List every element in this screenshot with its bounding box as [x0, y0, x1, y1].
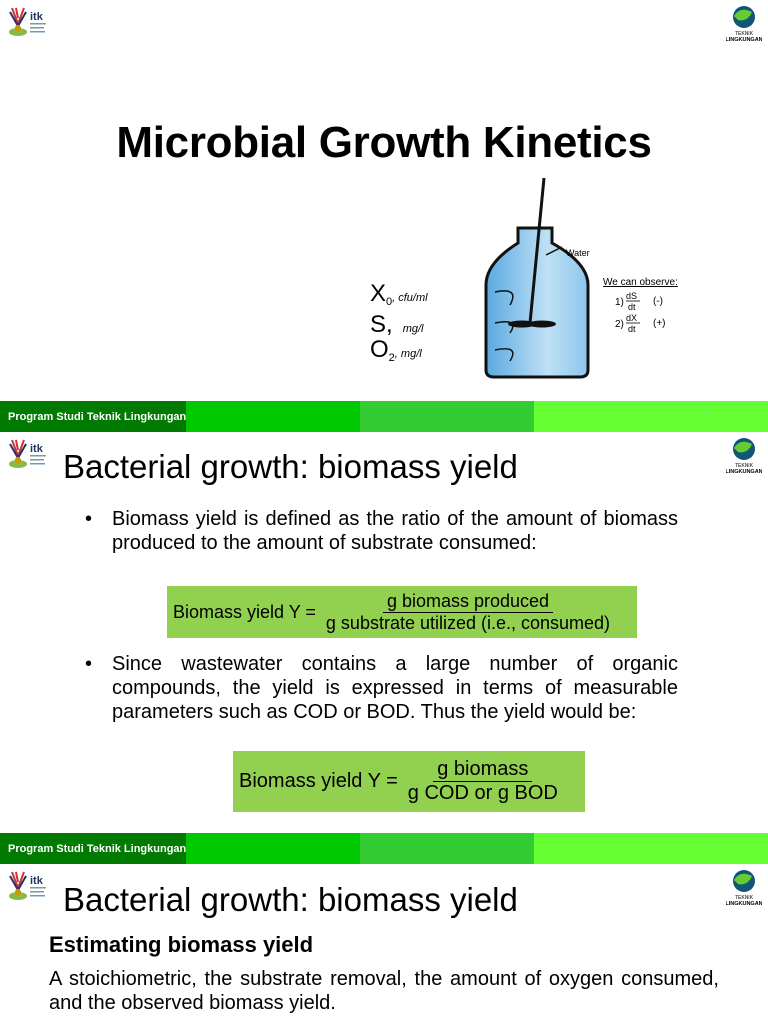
section-heading: Estimating biomass yield: [49, 932, 314, 957]
bullet-1: • Biomass yield is defined as the ratio o…: [85, 508, 678, 554]
footer-program-name: Program Studi Teknik Lingkungan: [0, 401, 187, 432]
equation-2: Biomass yield Y = g biomass g COD or g BO…: [233, 751, 585, 812]
slide-title: Bacterial growth: biomass yield: [63, 448, 518, 485]
equation-1: Biomass yield Y = g biomass produced g su…: [167, 586, 637, 638]
body-text: A stoichiometric, the substrate removal,…: [49, 968, 719, 1014]
observe-title: We can observe:: [603, 277, 678, 288]
svg-text:(+): (+): [653, 318, 666, 329]
o2-label: O2, mg/l: [370, 336, 422, 364]
bullet-2: • Since wastewater contains a large numbe…: [85, 653, 678, 723]
slide-title: Microbial Growth Kinetics: [116, 118, 652, 167]
x0-label: X0, cfu/ml: [370, 280, 428, 308]
bioreactor-figure: X0, cfu/ml S, mg/l O2, mg/l Water We can …: [370, 177, 678, 379]
page-number: 2: [534, 833, 768, 864]
slide-2: Bacterial growth: biomass yield • Biomass…: [0, 432, 768, 864]
svg-text:dS: dS: [626, 291, 637, 301]
itk-logo: [8, 871, 47, 901]
page-number: 1: [534, 401, 768, 432]
teknik-lingkungan-logo: [726, 6, 762, 43]
s-label: S, mg/l: [370, 311, 424, 338]
svg-text:dX: dX: [626, 313, 637, 323]
teknik-lingkungan-logo: [726, 438, 762, 475]
svg-text:1): 1): [615, 297, 624, 308]
slide-3: Bacterial growth: biomass yield Estimati…: [0, 864, 768, 1024]
svg-text:2): 2): [615, 319, 624, 330]
itk-logo: [8, 7, 47, 37]
slide-footer: Program Studi Teknik Lingkungan 1: [0, 401, 768, 432]
slide-title: Bacterial growth: biomass yield: [63, 881, 518, 918]
slide-1: Microbial Growth Kinetics X0, cfu/ml S, m…: [0, 0, 768, 432]
svg-text:dt: dt: [628, 324, 636, 334]
svg-text:(-): (-): [653, 296, 663, 307]
slide-footer: Program Studi Teknik Lingkungan 2: [0, 833, 768, 864]
itk-logo: [8, 439, 47, 469]
teknik-lingkungan-logo: [726, 870, 762, 907]
footer-program-name: Program Studi Teknik Lingkungan: [0, 833, 187, 864]
water-label: Water: [566, 248, 590, 258]
svg-text:dt: dt: [628, 302, 636, 312]
